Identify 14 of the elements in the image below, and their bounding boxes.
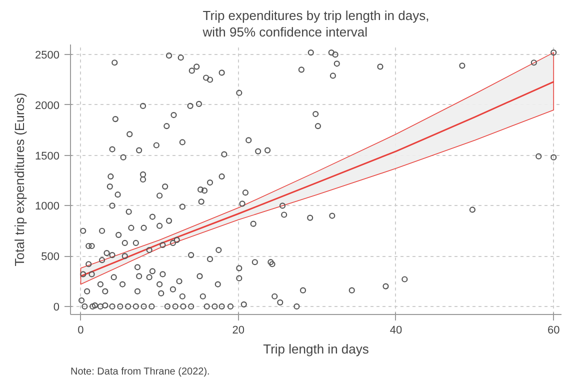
y-tick-label: 1000	[35, 200, 60, 213]
y-tick-label: 2000	[35, 100, 60, 112]
y-tick-label: 1500	[35, 150, 60, 162]
text: Note: Data from Thrane (2022).	[70, 366, 210, 378]
y-tick-label: 500	[41, 251, 60, 264]
x-tick-label: 0	[78, 324, 84, 336]
chart-title: Trip expenditures by trip length in days, with 95% confidence interval	[202, 8, 430, 40]
y-axis-title: Total trip expenditures (Euros)	[12, 92, 28, 266]
x-axis-title: Trip length in days	[263, 342, 370, 356]
x-tick-label: 40	[390, 324, 402, 336]
y-tick-label: 2500	[35, 50, 60, 62]
x-tick-label: 60	[548, 324, 560, 336]
y-tick-label: 0	[53, 301, 60, 314]
x-tick-label: 20	[232, 324, 244, 336]
